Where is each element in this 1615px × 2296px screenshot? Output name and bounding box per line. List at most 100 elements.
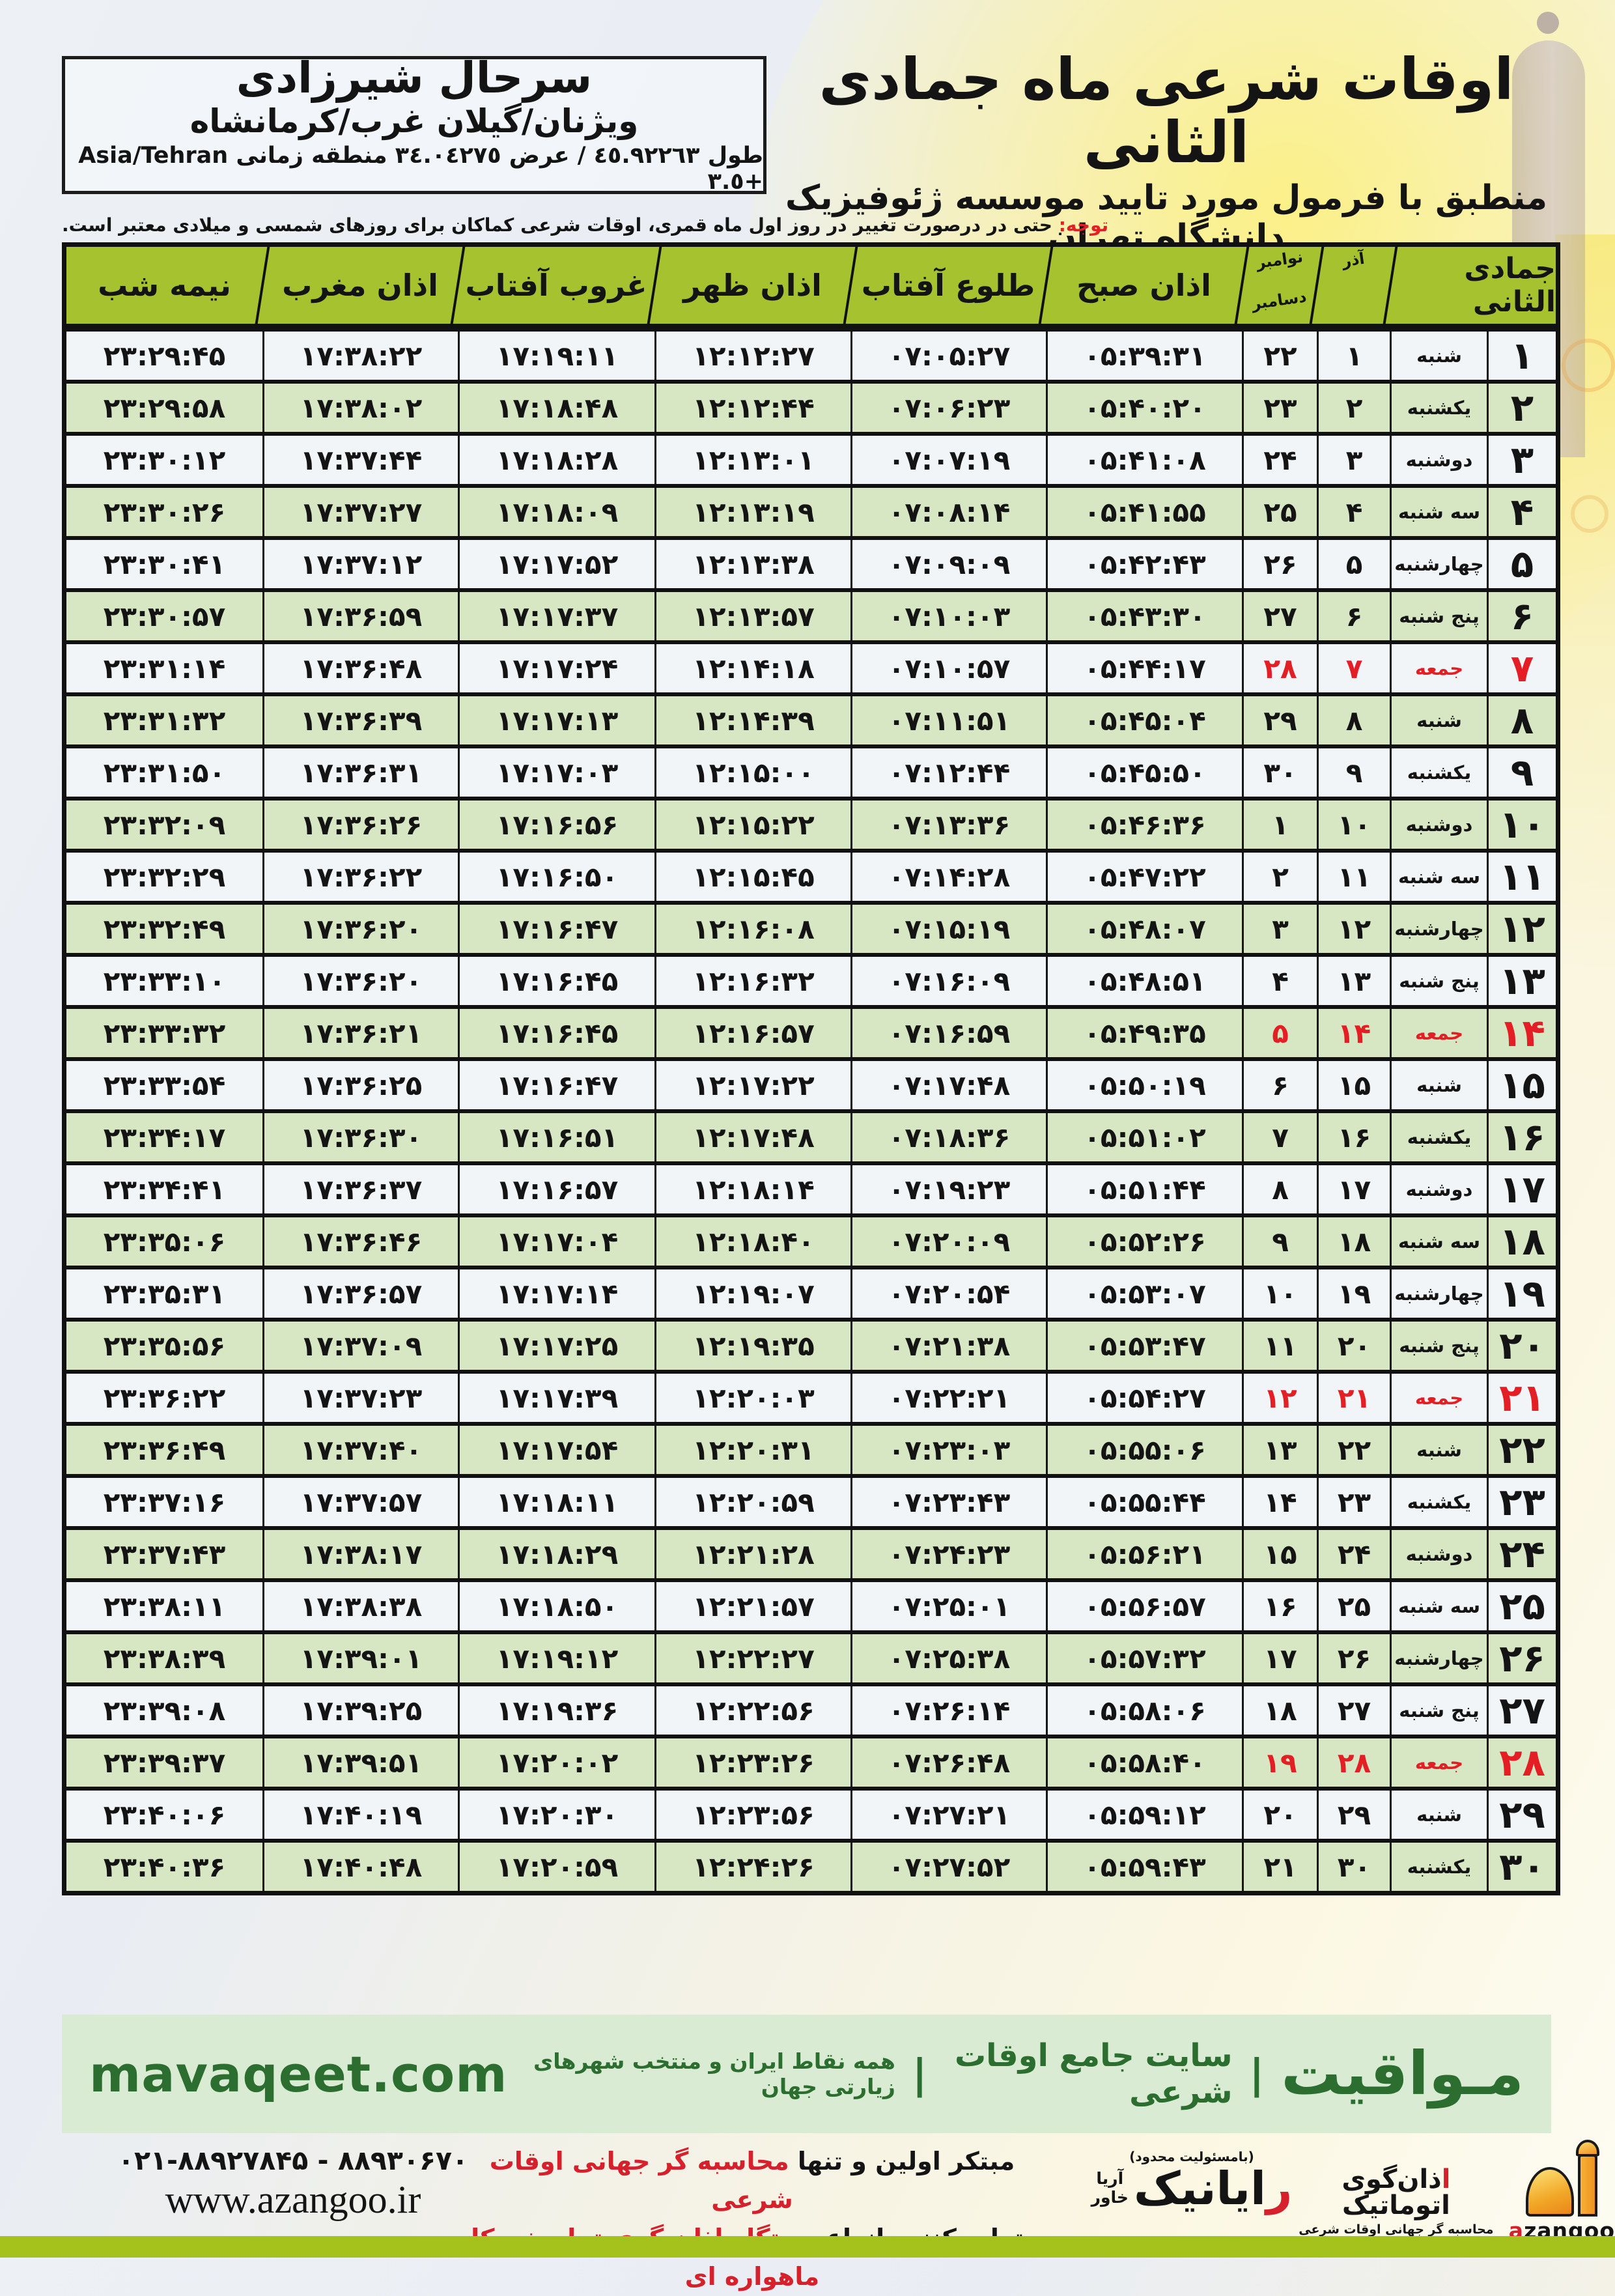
- table-row: ۱۴ جمعه ۱۴ ۵ ۰۵:۴۹:۳۵ ۰۷:۱۶:۵۹ ۱۲:۱۶:۵۷ ۱۷:۱۶:۴…: [66, 1005, 1556, 1057]
- cell-dhuhr-time: ۱۲:۱۷:۴۸: [654, 1113, 850, 1161]
- promo-text: مبتکر اولین و تنها محاسبه گر جهانی اوقات…: [449, 2142, 1055, 2296]
- ornament-strip-background: [1555, 234, 1615, 1212]
- azangoo-url-link[interactable]: www.azangoo.ir: [165, 2178, 421, 2221]
- cell-day: ۱۲: [1487, 905, 1556, 953]
- cell-fajr-time: ۰۵:۴۱:۰۸: [1046, 436, 1242, 484]
- cell-sunrise-time: ۰۷:۲۳:۰۳: [850, 1426, 1046, 1474]
- cell-gregorian-day: ۲۷: [1242, 592, 1317, 640]
- cell-sunset-time: ۱۷:۱۹:۱۲: [458, 1634, 654, 1682]
- table-row: ۹ یکشنبه ۹ ۳۰ ۰۵:۴۵:۵۰ ۰۷:۱۲:۴۴ ۱۲:۱۵:۰۰ ۱۷:۱۷:…: [66, 744, 1556, 797]
- cell-sunrise-time: ۰۷:۲۰:۰۹: [850, 1217, 1046, 1266]
- cell-sunset-time: ۱۷:۱۷:۱۴: [458, 1269, 654, 1318]
- cell-day: ۷: [1487, 644, 1556, 692]
- notice-text: حتی در درصورت تغییر در روز اول ماه قمری،…: [62, 214, 1059, 236]
- cell-midnight-time: ۲۳:۳۵:۰۶: [103, 1225, 226, 1258]
- cell-sunrise-time: ۰۷:۱۱:۵۱: [850, 696, 1046, 744]
- rayanik-initial: ر: [1266, 2162, 1293, 2215]
- column-header-dhuhr: اذان ظهر: [683, 268, 822, 303]
- table-row: ۱۲ چهارشنبه ۱۲ ۳ ۰۵:۴۸:۰۷ ۰۷:۱۵:۱۹ ۱۲:۱۶:۰۸ ۱۷:…: [66, 901, 1556, 953]
- cell-midnight-time: ۲۳:۳۱:۵۰: [103, 756, 226, 789]
- cell-fajr-time: ۰۵:۵۸:۰۶: [1046, 1686, 1242, 1735]
- cell-sunset-time: ۱۷:۱۷:۰۳: [458, 748, 654, 797]
- cell-weekday: دوشنبه: [1390, 1165, 1487, 1213]
- cell-weekday: یکشنبه: [1390, 1843, 1487, 1891]
- cell-dhuhr-time: ۱۲:۱۵:۴۵: [654, 853, 850, 901]
- cell-gregorian-day: ۲۳: [1242, 384, 1317, 432]
- azangoo-emblem: azangoo: [1509, 2140, 1615, 2243]
- cell-azar-day: ۱۲: [1317, 905, 1390, 953]
- cell-sunrise-time: ۰۷:۲۵:۰۱: [850, 1582, 1046, 1630]
- cell-maghrib-time: ۱۷:۳۷:۴۴: [262, 436, 458, 484]
- cell-sunset-time: ۱۷:۱۶:۴۵: [458, 1009, 654, 1057]
- cell-weekday: یکشنبه: [1390, 748, 1487, 797]
- table-row: ۱۹ چهارشنبه ۱۹ ۱۰ ۰۵:۵۳:۰۷ ۰۷:۲۰:۵۴ ۱۲:۱۹:۰۷ ۱۷…: [66, 1266, 1556, 1318]
- cell-gregorian-day: ۱۱: [1242, 1322, 1317, 1370]
- cell-midnight-time: ۲۳:۲۹:۴۵: [103, 339, 226, 372]
- cell-dhuhr-time: ۱۲:۲۲:۲۷: [654, 1634, 850, 1682]
- cell-sunrise-time: ۰۷:۲۶:۴۸: [850, 1738, 1046, 1787]
- cell-midnight-time: ۲۳:۳۳:۱۰: [103, 965, 226, 997]
- footer: ۰۲۱-۸۸۹۲۷۸۴۵ - ۸۸۹۳۰۶۷۰ www.azangoo.ir م…: [0, 2134, 1615, 2291]
- cell-weekday: دوشنبه: [1390, 436, 1487, 484]
- rayanik-small-bottom: خاور: [1091, 2188, 1129, 2207]
- cell-dhuhr-time: ۱۲:۲۲:۵۶: [654, 1686, 850, 1735]
- cell-sunrise-time: ۰۷:۱۰:۵۷: [850, 644, 1046, 692]
- cell-fajr-time: ۰۵:۴۲:۴۳: [1046, 540, 1242, 588]
- cell-midnight-time: ۲۳:۳۰:۱۲: [103, 444, 226, 476]
- cell-sunrise-time: ۰۷:۲۲:۲۱: [850, 1374, 1046, 1422]
- cell-gregorian-day: ۴: [1242, 957, 1317, 1005]
- phone-numbers: ۰۲۱-۸۸۹۲۷۸۴۵ - ۸۸۹۳۰۶۷۰: [117, 2145, 469, 2176]
- cell-fajr-time: ۰۵:۴۱:۵۵: [1046, 488, 1242, 536]
- cell-fajr-time: ۰۵:۴۵:۰۴: [1046, 696, 1242, 744]
- table-row: ۱۳ پنج شنبه ۱۳ ۴ ۰۵:۴۸:۵۱ ۰۷:۱۶:۰۹ ۱۲:۱۶:۳۲ ۱۷:…: [66, 953, 1556, 1005]
- cell-azar-day: ۸: [1317, 696, 1390, 744]
- cell-weekday: شنبه: [1390, 1426, 1487, 1474]
- cell-sunset-time: ۱۷:۱۷:۱۳: [458, 696, 654, 744]
- cell-fajr-time: ۰۵:۵۵:۴۴: [1046, 1478, 1242, 1526]
- cell-day: ۲۳: [1487, 1478, 1556, 1526]
- cell-midnight-time: ۲۳:۳۶:۴۹: [103, 1434, 226, 1466]
- table-row: ۸ شنبه ۸ ۲۹ ۰۵:۴۵:۰۴ ۰۷:۱۱:۵۱ ۱۲:۱۴:۳۹ ۱۷:۱۷:۱۳…: [66, 692, 1556, 744]
- cell-fajr-time: ۰۵:۵۳:۰۷: [1046, 1269, 1242, 1318]
- cell-weekday: چهارشنبه: [1390, 1634, 1487, 1682]
- cell-azar-day: ۷: [1317, 644, 1390, 692]
- cell-day: ۵: [1487, 540, 1556, 588]
- cell-gregorian-day: ۵: [1242, 1009, 1317, 1057]
- cell-sunset-time: ۱۷:۱۸:۲۸: [458, 436, 654, 484]
- contact-block: ۰۲۱-۸۸۹۲۷۸۴۵ - ۸۸۹۳۰۶۷۰ www.azangoo.ir: [72, 2145, 514, 2222]
- mavaqeet-brand-band: مـواقیت | سایت جامع اوقات شرعی | همه نقا…: [62, 2015, 1551, 2133]
- cell-dhuhr-time: ۱۲:۱۴:۱۸: [654, 644, 850, 692]
- cell-midnight-time: ۲۳:۳۵:۵۶: [103, 1329, 226, 1362]
- cell-weekday: پنج شنبه: [1390, 1686, 1487, 1735]
- cell-day: ۲۶: [1487, 1634, 1556, 1682]
- cell-fajr-time: ۰۵:۴۰:۲۰: [1046, 384, 1242, 432]
- cell-sunrise-time: ۰۷:۲۴:۲۳: [850, 1530, 1046, 1578]
- cell-fajr-time: ۰۵:۴۹:۳۵: [1046, 1009, 1242, 1057]
- cell-sunset-time: ۱۷:۱۷:۳۹: [458, 1374, 654, 1422]
- cell-gregorian-day: ۶: [1242, 1061, 1317, 1109]
- cell-sunrise-time: ۰۷:۰۷:۱۹: [850, 436, 1046, 484]
- cell-gregorian-day: ۲۱: [1242, 1843, 1317, 1891]
- cell-day: ۲۸: [1487, 1738, 1556, 1787]
- cell-midnight-time: ۲۳:۳۷:۱۶: [103, 1486, 226, 1518]
- mavaqeet-url-link[interactable]: mavaqeet.com: [89, 2045, 508, 2103]
- table-row: ۲۰ پنج شنبه ۲۰ ۱۱ ۰۵:۵۳:۴۷ ۰۷:۲۱:۳۸ ۱۲:۱۹:۳۵ ۱۷…: [66, 1318, 1556, 1370]
- cell-dhuhr-time: ۱۲:۱۳:۵۷: [654, 592, 850, 640]
- cell-midnight-time: ۲۳:۳۸:۳۹: [103, 1642, 226, 1675]
- cell-sunrise-time: ۰۷:۲۷:۲۱: [850, 1791, 1046, 1839]
- table-row: ۱۵ شنبه ۱۵ ۶ ۰۵:۵۰:۱۹ ۰۷:۱۷:۴۸ ۱۲:۱۷:۲۲ ۱۷:۱۶:۴…: [66, 1057, 1556, 1109]
- cell-dhuhr-time: ۱۲:۱۴:۳۹: [654, 696, 850, 744]
- cell-midnight-time: ۲۳:۳۱:۱۴: [103, 652, 226, 685]
- cell-weekday: دوشنبه: [1390, 1530, 1487, 1578]
- cell-azar-day: ۲: [1317, 384, 1390, 432]
- cell-gregorian-day: ۱۰: [1242, 1269, 1317, 1318]
- cell-azar-day: ۲۹: [1317, 1791, 1390, 1839]
- table-row: ۲۶ چهارشنبه ۲۶ ۱۷ ۰۵:۵۷:۳۲ ۰۷:۲۵:۳۸ ۱۲:۲۲:۲۷ ۱۷…: [66, 1630, 1556, 1682]
- azangoo-fa-initial: ا: [1441, 2164, 1451, 2194]
- cell-day: ۲۰: [1487, 1322, 1556, 1370]
- cell-weekday: پنج شنبه: [1390, 592, 1487, 640]
- cell-dhuhr-time: ۱۲:۱۶:۵۷: [654, 1009, 850, 1057]
- cell-fajr-time: ۰۵:۵۵:۰۶: [1046, 1426, 1242, 1474]
- table-row: ۵ چهارشنبه ۵ ۲۶ ۰۵:۴۲:۴۳ ۰۷:۰۹:۰۹ ۱۲:۱۳:۳۸ ۱۷:۱…: [66, 536, 1556, 588]
- cell-dhuhr-time: ۱۲:۱۲:۴۴: [654, 384, 850, 432]
